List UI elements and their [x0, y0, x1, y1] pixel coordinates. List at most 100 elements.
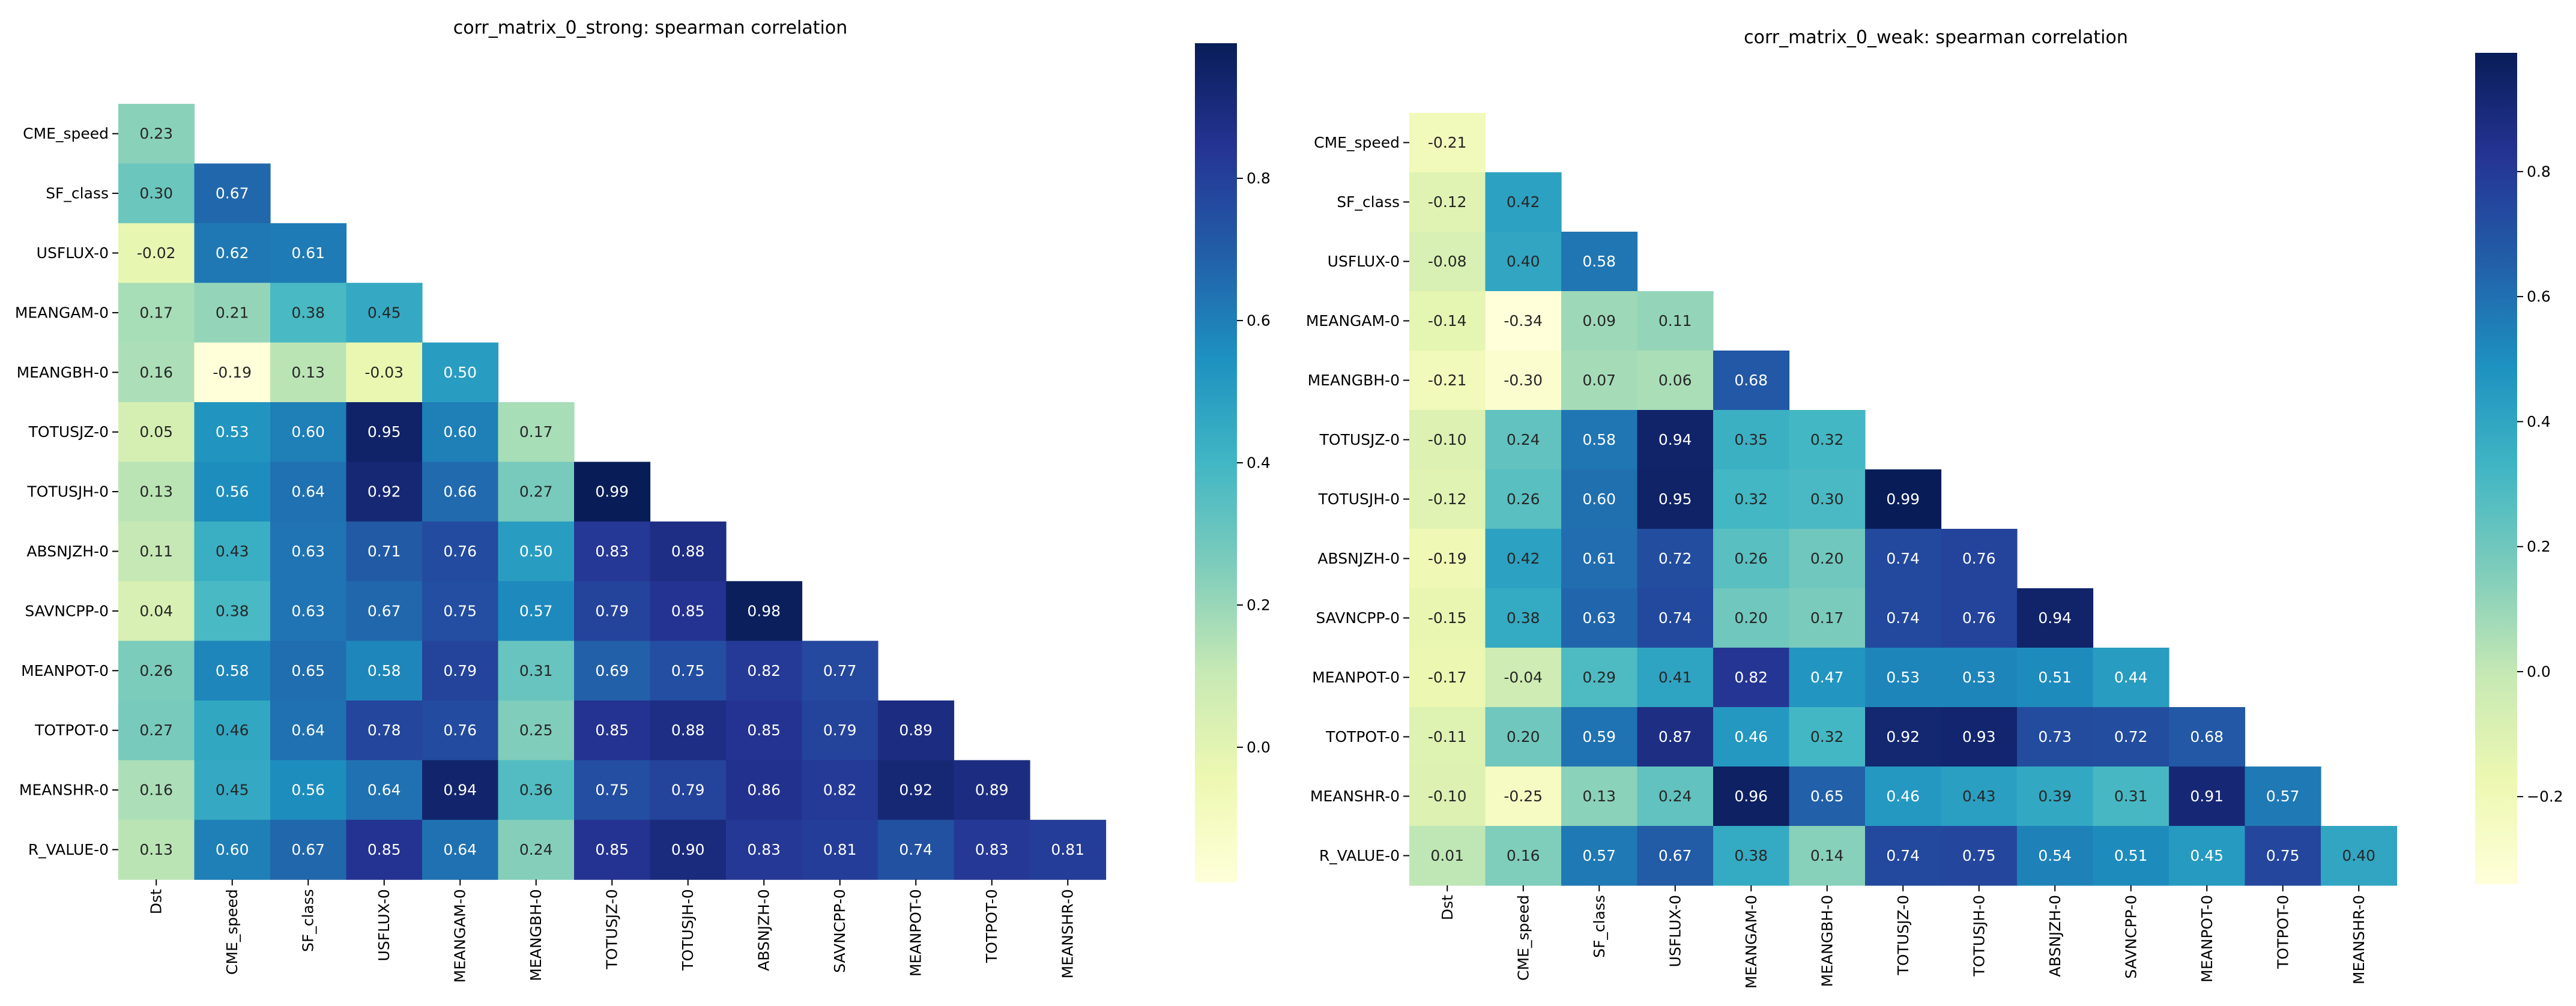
- y-tick-label: USFLUX-0: [1328, 253, 1400, 270]
- heatmap-cell: [346, 581, 423, 642]
- cell-value-label: -0.15: [1428, 609, 1467, 627]
- cell-value-label: 0.98: [747, 602, 781, 619]
- cell-value-label: 0.82: [823, 782, 857, 799]
- colorbar-tick-label: 0.2: [2527, 538, 2551, 555]
- cell-value-label: 0.72: [2114, 728, 2148, 745]
- colorbar-ticks: −0.2 0.0 0.2 0.4 0.6 0.8: [2517, 163, 2563, 806]
- cell-value-label: -0.25: [1504, 788, 1543, 805]
- heatmap-cell: [194, 402, 271, 462]
- cell-value-label: 0.67: [367, 602, 401, 619]
- heatmap-cell: [878, 760, 955, 821]
- heatmap-cell: [1713, 469, 1790, 529]
- heatmap-weak: corr_matrix_0_weak: spearman correlation…: [1306, 27, 2563, 989]
- y-tick-label: CME_speed: [1314, 134, 1400, 151]
- heatmap-cell: [194, 462, 271, 522]
- heatmap-cell: [1409, 113, 1486, 173]
- x-tick-label: CME_speed: [1514, 895, 1532, 981]
- heatmap-cell: [1713, 707, 1790, 767]
- cell-value-label: -0.17: [1428, 669, 1467, 686]
- cell-value-label: 0.81: [1051, 841, 1084, 858]
- cell-value-label: 0.76: [1962, 609, 1996, 627]
- cell-value-label: 0.76: [443, 543, 477, 560]
- cell-value-label: 0.26: [1507, 490, 1540, 508]
- x-tick-label: USFLUX-0: [1666, 895, 1684, 967]
- cell-value-label: 0.89: [899, 721, 933, 739]
- cell-value-label: 0.17: [1810, 609, 1844, 627]
- heatmap-cell: [2169, 826, 2246, 886]
- heatmap-cell: [1561, 707, 1638, 767]
- heatmap-cell: [346, 402, 423, 462]
- x-tick-label: MEANGAM-0: [1743, 895, 1760, 989]
- cell-value-label: 0.83: [595, 543, 629, 560]
- cell-value-label: 0.68: [1734, 372, 1768, 389]
- heatmap-cell: [1409, 351, 1486, 411]
- heatmap-cell: [726, 581, 803, 642]
- cell-value-label: 0.24: [1658, 788, 1692, 805]
- heatmap-cell: [1485, 648, 1562, 708]
- heatmap-cell: [346, 283, 423, 343]
- heatmap-cell: [1409, 767, 1486, 827]
- heatmap-cell: [422, 760, 499, 821]
- cell-value-label: 0.13: [139, 841, 173, 858]
- cell-value-label: -0.10: [1428, 788, 1467, 805]
- heatmap-cell: [118, 760, 195, 821]
- heatmap-cell: [1941, 529, 2018, 589]
- heatmap-cell: [194, 581, 271, 642]
- cell-value-label: 0.25: [519, 721, 553, 739]
- heatmap-cell: [1561, 232, 1638, 292]
- x-tick-label: TOTPOT-0: [2274, 895, 2291, 969]
- heatmap-cell: [1789, 648, 1866, 708]
- y-tick-label: TOTPOT-0: [34, 721, 109, 739]
- heatmap-cell: [574, 700, 651, 761]
- x-tick-label: MEANSHR-0: [2350, 895, 2368, 984]
- cell-value-label: 0.82: [747, 662, 781, 679]
- heatmap-cell: [346, 342, 423, 403]
- x-axis-labels: Dst CME_speed SF_class USFLUX-0 MEANGAM-0 MEA…: [148, 879, 1077, 983]
- heatmap-cell: [1485, 291, 1562, 351]
- heatmap-cell: [1941, 588, 2018, 648]
- heatmap-cell: [574, 640, 651, 701]
- x-tick-label: SAVNCPP-0: [831, 889, 848, 973]
- x-tick-label: SF_class: [1591, 895, 1608, 958]
- x-tick-label: Dst: [148, 889, 165, 914]
- cell-value-label: -0.12: [1428, 193, 1467, 211]
- cell-value-label: 0.72: [1658, 550, 1692, 567]
- cell-value-label: 0.57: [2266, 788, 2300, 805]
- heatmap-cell: [118, 104, 195, 164]
- heatmap-cell: [650, 521, 727, 582]
- y-axis-labels: CME_speed SF_class USFLUX-0 MEANGAM-0 MEANGB…: [1306, 134, 1409, 864]
- cell-value-label: 0.26: [1734, 550, 1768, 567]
- heatmap-cell: [1637, 588, 1714, 648]
- heatmap-cell: [1713, 648, 1790, 708]
- heatmap-cell: [1637, 707, 1714, 767]
- y-tick-label: SF_class: [46, 185, 109, 202]
- x-tick-label: TOTUSJZ-0: [1894, 895, 1912, 975]
- chart-title: corr_matrix_0_strong: spearman correlati…: [453, 17, 847, 38]
- heatmap-cell: [270, 402, 347, 462]
- heatmap-cell: [118, 402, 195, 462]
- colorbar-tick-label: −0.2: [2527, 788, 2563, 806]
- cell-value-label: 0.87: [1658, 728, 1692, 745]
- colorbar-tick-label: 0.4: [2527, 413, 2551, 430]
- heatmap-cell: [802, 760, 878, 821]
- cell-value-label: 0.92: [1886, 728, 1920, 745]
- y-tick-label: TOTUSJZ-0: [1319, 431, 1400, 448]
- cell-value-label: 0.95: [1658, 490, 1692, 508]
- heatmap-cell: [346, 700, 423, 761]
- cell-value-label: 0.64: [291, 721, 325, 739]
- y-tick-label: MEANSHR-0: [1310, 788, 1400, 805]
- cell-value-label: 0.50: [519, 543, 553, 560]
- cell-value-label: 0.30: [139, 185, 173, 202]
- heatmap-cell: [1561, 648, 1638, 708]
- colorbar-tick-label: 0.8: [2527, 163, 2551, 180]
- y-tick-label: TOTUSJZ-0: [28, 423, 109, 441]
- heatmap-cell: [1789, 588, 1866, 648]
- x-tick-label: USFLUX-0: [375, 889, 393, 961]
- cell-value-label: 0.69: [595, 662, 629, 679]
- heatmap-cell: [2169, 707, 2246, 767]
- cell-value-label: 0.85: [595, 721, 629, 739]
- cell-value-label: -0.10: [1428, 431, 1467, 448]
- cell-value-label: 0.46: [216, 721, 249, 739]
- cell-value-label: 0.74: [1886, 550, 1920, 567]
- cell-value-label: -0.14: [1428, 312, 1467, 330]
